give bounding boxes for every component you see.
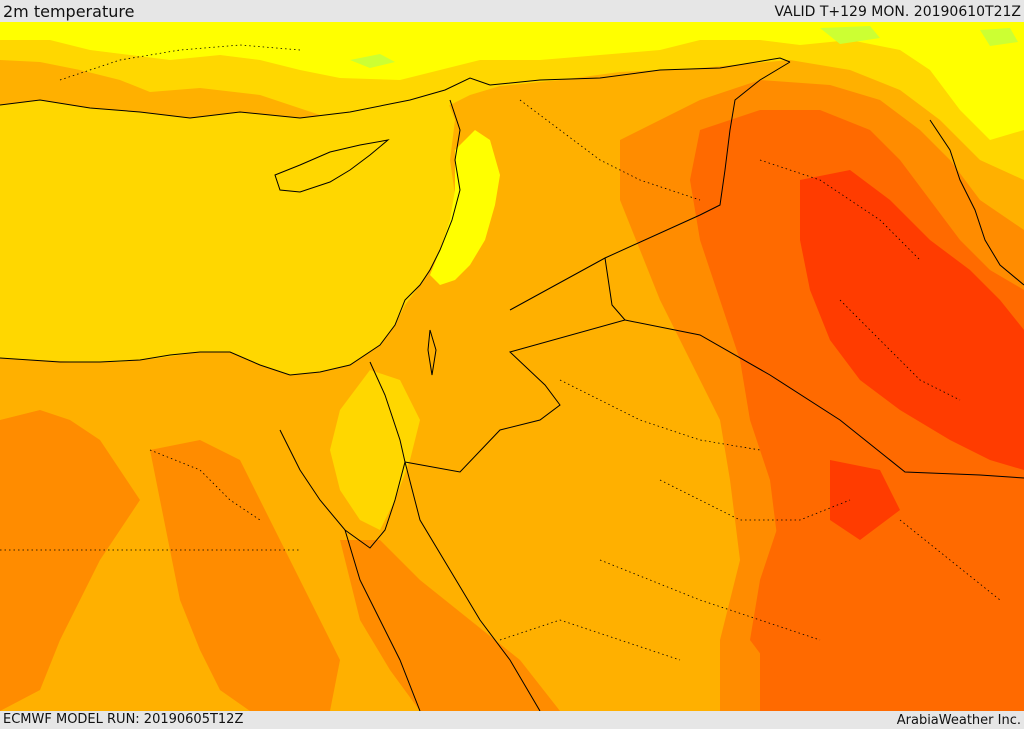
dead-sea xyxy=(427,329,437,376)
mediterranean-sea xyxy=(0,95,455,375)
model-run: ECMWF MODEL RUN: 20190605T12Z xyxy=(3,712,244,727)
header-bar: 2m temperature VALID T+129 MON. 20190610… xyxy=(0,0,1024,22)
valid-time: VALID T+129 MON. 20190610T21Z xyxy=(774,4,1021,20)
cyprus-island xyxy=(274,139,390,193)
jordan-iraq-border xyxy=(404,257,626,473)
syria-iraq-border xyxy=(509,61,791,311)
red-sea-east-coast xyxy=(404,461,541,711)
egypt-warm-area xyxy=(150,440,340,711)
country-borders xyxy=(0,57,1024,711)
footer-bar: ECMWF MODEL RUN: 20190605T12Z ArabiaWeat… xyxy=(0,711,1024,729)
iraq-extreme-zone xyxy=(800,170,1024,470)
jordan-area xyxy=(500,280,650,480)
northern-cool-band xyxy=(0,22,1024,140)
green-patch xyxy=(820,26,880,44)
saudi-extreme-patch xyxy=(830,460,900,540)
map-canvas xyxy=(0,22,1024,711)
egypt-warm-area xyxy=(0,410,140,711)
saudi-iraq-border xyxy=(624,319,1024,479)
green-patch xyxy=(980,28,1018,46)
red-sea-coast xyxy=(344,529,421,711)
coastline-egypt xyxy=(0,351,291,376)
israel-egypt-border xyxy=(369,361,406,463)
province-boundaries xyxy=(0,44,1001,661)
map-title: 2m temperature xyxy=(3,2,135,21)
coastline-levant xyxy=(289,99,461,376)
gulf-of-suez-coast xyxy=(279,429,406,549)
temperature-map xyxy=(0,22,1024,711)
green-patch xyxy=(350,54,395,68)
credit: ArabiaWeather Inc. xyxy=(896,713,1021,728)
persian-gulf-coast xyxy=(929,119,1024,286)
coastline-turkey xyxy=(0,77,491,119)
red-sea-warm xyxy=(340,540,560,711)
turkey-syria-border xyxy=(489,57,791,86)
levant-strip xyxy=(430,130,500,285)
saudi-hot-zone xyxy=(750,520,880,680)
northern-warm-band xyxy=(0,22,1024,180)
